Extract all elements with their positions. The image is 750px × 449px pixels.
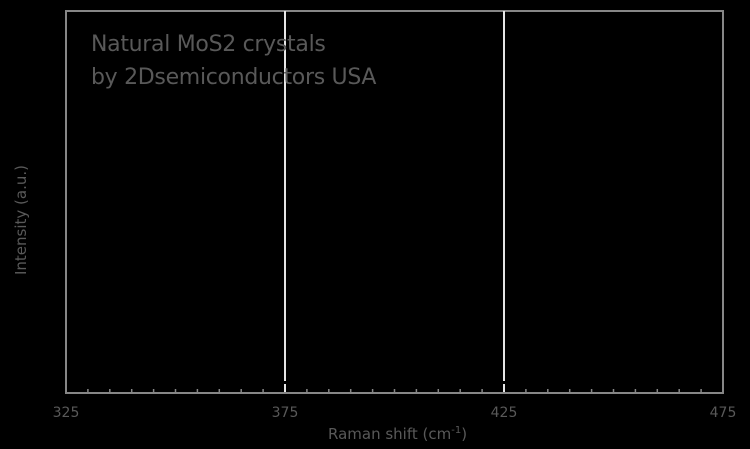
x-axis-label-superscript: -1: [451, 425, 462, 436]
y-axis-label: Intensity (a.u.): [12, 165, 30, 275]
x-tick-label: 475: [709, 405, 737, 421]
x-tick-label: 325: [52, 405, 80, 421]
x-tick-label: 425: [490, 405, 518, 421]
x-axis-label: Raman shift (cm-1): [328, 425, 467, 443]
x-tick-label: 375: [271, 405, 299, 421]
x-axis-label-close: ): [461, 425, 468, 443]
chart-annotation: Natural MoS2 crystals by 2Dsemiconductor…: [91, 28, 376, 94]
spectrum-trace: [284, 11, 505, 392]
annotation-line-2: by 2Dsemiconductors USA: [91, 65, 377, 90]
annotation-line-1: Natural MoS2 crystals: [91, 32, 326, 57]
x-minor-ticks: [87, 389, 702, 393]
x-axis-label-text: Raman shift (cm: [328, 425, 452, 443]
